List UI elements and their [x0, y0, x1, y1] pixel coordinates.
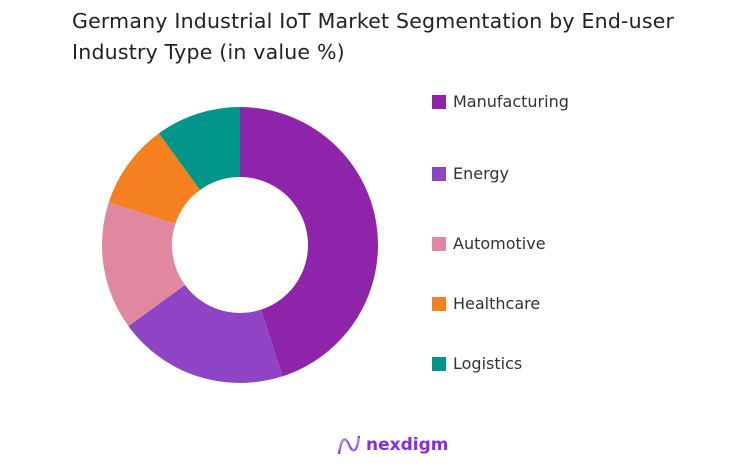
legend-swatch — [432, 296, 446, 311]
legend-swatch — [432, 356, 446, 371]
legend-label: Logistics — [453, 354, 523, 373]
legend-item-logistics: Logistics — [432, 354, 522, 373]
chart-title: Germany Industrial IoT Market Segmentati… — [72, 9, 675, 64]
legend-swatch — [432, 94, 446, 109]
nexdigm-logo: nexdigm — [337, 434, 448, 456]
slice-healthcare — [108, 133, 201, 224]
legend-label: Healthcare — [453, 294, 541, 313]
legend-label: Manufacturing — [453, 92, 569, 111]
legend-swatch — [432, 236, 446, 251]
legend-item-automotive: Automotive — [432, 234, 546, 253]
slice-logistics — [158, 107, 240, 190]
slice-energy — [128, 284, 283, 383]
legend-item-manufacturing: Manufacturing — [432, 92, 569, 111]
legend-label: Energy — [453, 164, 510, 183]
slice-automotive — [101, 202, 185, 327]
legend-swatch — [432, 166, 446, 181]
logo-text: nexdigm — [366, 435, 449, 455]
legend-item-healthcare: Healthcare — [432, 294, 540, 313]
legend-item-energy: Energy — [432, 164, 509, 183]
nexdigm-logo-icon — [337, 435, 361, 455]
slice-manufacturing — [240, 107, 378, 377]
legend-label: Automotive — [453, 234, 546, 253]
